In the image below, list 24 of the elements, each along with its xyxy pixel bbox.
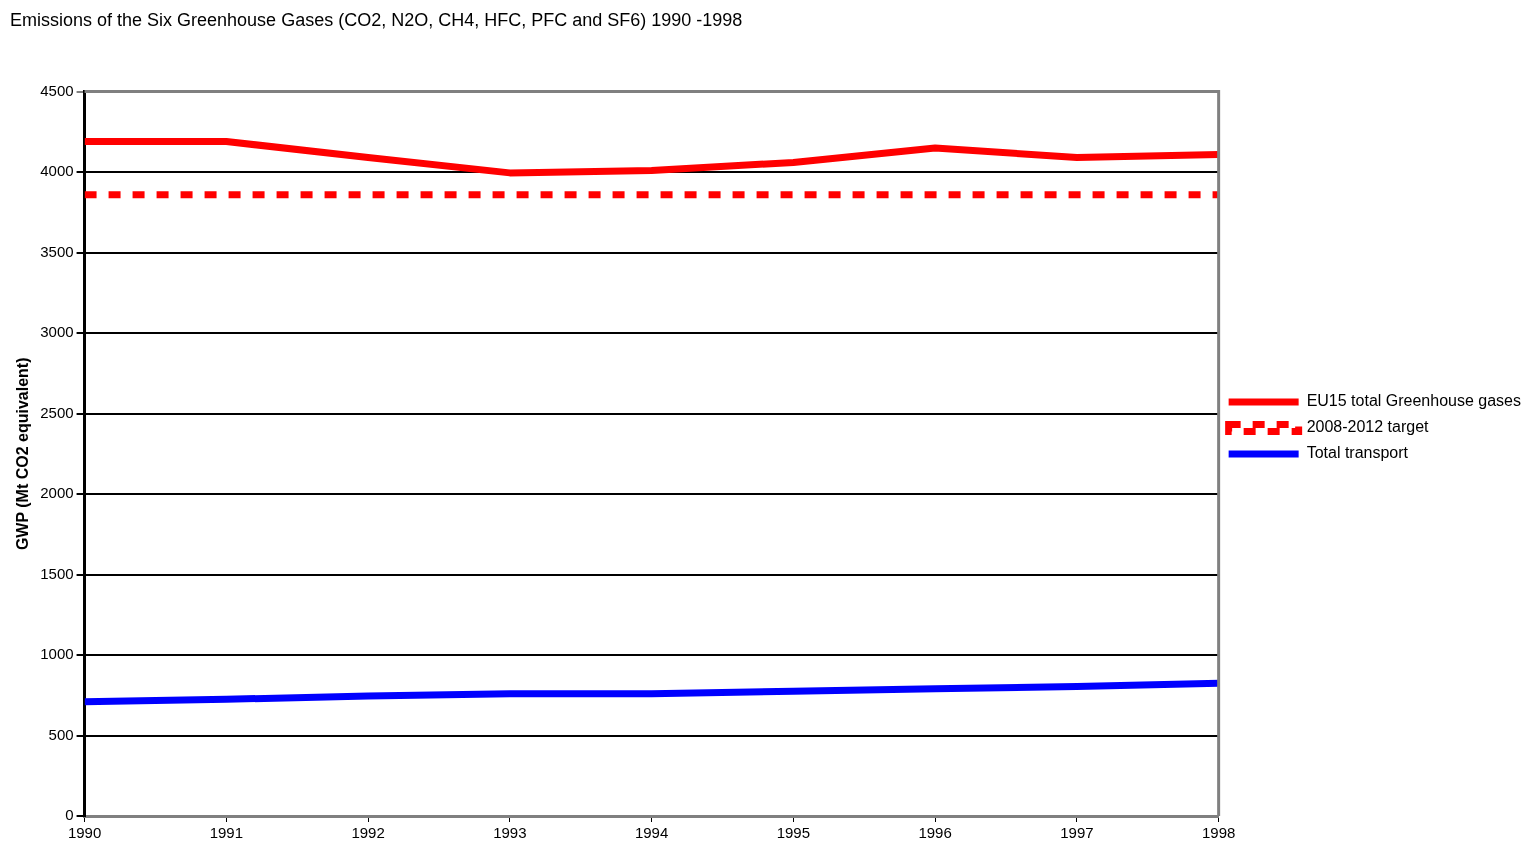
x-tick-label: 1990: [67, 824, 102, 842]
y-tick-label: 4500: [40, 81, 74, 99]
legend-label: 2008-2012 target: [1306, 418, 1430, 436]
legend-label: Total transport: [1306, 444, 1409, 462]
x-tick-label: 1991: [209, 824, 244, 842]
y-tick-label: 1000: [40, 645, 74, 663]
y-axis-title: GWP (Mt CO2 equivalent): [14, 357, 32, 551]
legend-label: EU15 total Greenhouse gases: [1306, 392, 1521, 410]
y-tick-label: 4000: [40, 162, 74, 180]
chart-title: Emissions of the Six Greenhouse Gases (CO2, N2O, CH4, HFC, PFC and SF6) 1990 -1998: [10, 9, 743, 30]
x-tick-label: 1993: [493, 824, 527, 842]
x-tick-label: 1995: [776, 824, 811, 842]
x-tick-label: 1998: [1201, 824, 1236, 842]
y-tick-label: 500: [48, 725, 74, 743]
y-tick-label: 3000: [40, 323, 74, 341]
y-tick-label: 1500: [40, 564, 74, 582]
y-tick-label: 2500: [40, 403, 74, 421]
y-tick-label: 2000: [40, 484, 74, 502]
y-tick-label: 3500: [40, 242, 74, 260]
x-tick-label: 1997: [1060, 824, 1094, 842]
x-tick-label: 1996: [918, 824, 952, 842]
y-tick-label: 0: [65, 806, 74, 824]
x-tick-label: 1994: [634, 824, 669, 842]
x-tick-label: 1992: [351, 824, 385, 842]
